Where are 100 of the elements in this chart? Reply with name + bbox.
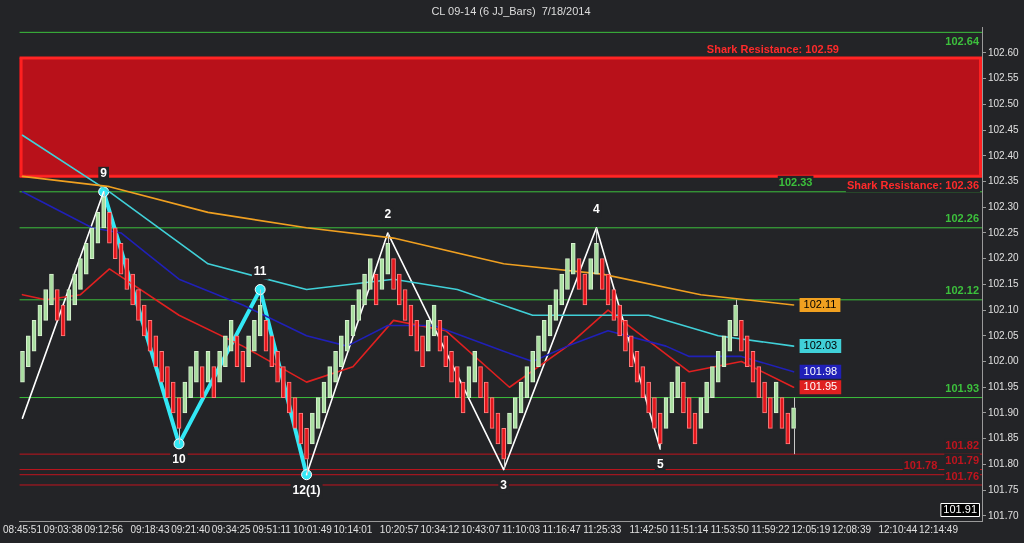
candlestick	[49, 273, 54, 306]
ref-line-label: Shark Resistance: 102.36	[846, 178, 980, 191]
y-tick-label: 101.75	[988, 483, 1020, 495]
ref-line-label: 102.26	[945, 212, 980, 225]
y-tick-label: 101.80	[988, 458, 1020, 470]
candlestick	[25, 335, 31, 368]
ref-line-label: 101.79	[945, 454, 980, 467]
candlestick	[414, 320, 420, 352]
y-tick-label: 102.15	[988, 278, 1020, 290]
candlestick	[739, 320, 744, 352]
candlestick	[449, 350, 454, 383]
x-tick-label: 11:42:50	[629, 523, 669, 535]
candlestick	[773, 381, 779, 414]
candlestick	[785, 412, 791, 445]
y-tick-label: 102.55	[988, 72, 1020, 84]
y-tick-label: 101.95	[988, 381, 1020, 393]
candlestick	[141, 304, 147, 337]
candlestick	[107, 212, 112, 244]
x-tick-label: 09:12:56	[84, 523, 124, 535]
candlestick	[368, 258, 373, 290]
candlestick	[199, 366, 205, 398]
candlestick	[362, 273, 367, 306]
ref-line-label: 102.12	[945, 284, 980, 297]
x-tick-label: 11:59:22	[751, 523, 790, 535]
candlestick	[211, 366, 217, 398]
candlestick	[275, 350, 280, 383]
y-tick-label: 102.45	[988, 123, 1020, 135]
ref-line-label: 101.93	[945, 382, 980, 395]
candlestick	[101, 191, 106, 229]
x-tick-label: 09:21:40	[171, 523, 211, 535]
candlestick	[83, 242, 89, 275]
x-tick-label: 11:16:47	[542, 523, 582, 535]
x-tick-label: 12:05:19	[791, 523, 831, 535]
candlestick	[541, 320, 547, 352]
x-tick-label: 12:08:39	[832, 523, 872, 535]
candlestick	[217, 350, 222, 383]
candlestick	[669, 381, 675, 414]
x-tick-label: 10:01:49	[292, 523, 333, 535]
candlestick	[20, 350, 25, 383]
candlestick	[483, 381, 489, 414]
candlestick	[507, 412, 512, 445]
candlestick	[246, 335, 251, 368]
candlestick	[333, 350, 338, 383]
candlestick	[310, 412, 315, 445]
candlestick	[153, 335, 159, 368]
candlestick	[397, 273, 402, 306]
candlestick	[617, 304, 622, 337]
ref-line-label: Shark Resistance: 102.59	[706, 42, 839, 55]
candlestick	[686, 397, 692, 429]
candlestick	[72, 273, 77, 306]
x-tick-label: 11:10:03	[501, 523, 541, 535]
candlestick	[594, 227, 599, 275]
candlestick	[681, 381, 686, 414]
annotation: 9	[100, 166, 108, 181]
candlestick	[715, 350, 721, 383]
candlestick	[257, 289, 263, 337]
annotation: 3	[500, 477, 508, 492]
candlestick	[298, 412, 304, 445]
x-tick-label: 09:18:43	[130, 523, 170, 535]
candlestick	[762, 381, 767, 414]
candlestick	[240, 350, 246, 383]
y-tick-label: 101.85	[988, 432, 1020, 444]
candlestick	[327, 366, 333, 398]
candlestick	[559, 273, 564, 306]
y-tick-label: 102.60	[988, 46, 1020, 58]
candlestick	[130, 273, 135, 306]
candlestick	[652, 397, 657, 429]
x-tick-label: 12:10:44	[878, 523, 918, 535]
y-tick-label: 101.90	[988, 406, 1020, 418]
x-tick-label: 09:34:25	[211, 523, 252, 535]
candlestick	[54, 289, 60, 321]
candlestick	[530, 350, 536, 383]
x-tick-label: 08:45:51	[3, 523, 43, 535]
candlestick	[443, 335, 449, 368]
x-tick-label: 11:25:33	[583, 523, 622, 535]
annotation: 11	[253, 263, 267, 278]
annotation: 4	[593, 202, 601, 217]
y-tick-label: 102.50	[988, 98, 1020, 110]
candlestick	[188, 366, 193, 398]
x-tick-label: 09:51:11	[252, 523, 292, 535]
x-tick-label: 11:53:50	[710, 523, 750, 535]
candlestick	[646, 381, 651, 414]
candlestick	[304, 428, 309, 476]
ref-line-label: 101.82	[945, 438, 980, 451]
candlestick	[43, 289, 48, 321]
y-tick-label: 102.05	[988, 329, 1020, 341]
y-tick-label: 102.00	[988, 355, 1020, 367]
candlestick	[768, 397, 773, 429]
ref-line-label: 101.76	[945, 469, 980, 482]
candlestick	[182, 381, 188, 414]
candlestick	[628, 335, 634, 368]
candlestick	[704, 381, 709, 414]
y-tick-label: 102.25	[988, 226, 1020, 238]
candlestick	[339, 335, 344, 368]
x-tick-label: 10:14:01	[333, 523, 373, 535]
point	[173, 438, 185, 450]
candlestick	[623, 320, 628, 352]
candlestick	[385, 232, 391, 275]
candlestick	[478, 366, 483, 398]
y-tick-label: 101.70	[988, 509, 1020, 521]
